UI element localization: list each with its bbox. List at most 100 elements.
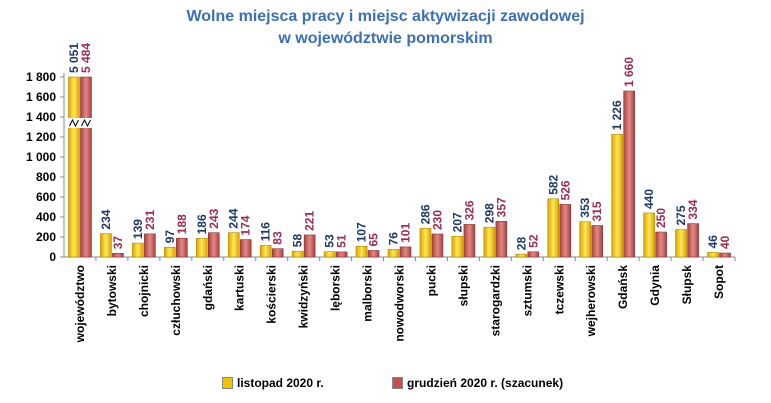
bar-listopad	[195, 238, 208, 258]
category-label: kartuski	[233, 265, 247, 311]
bar-listopad	[387, 249, 400, 258]
category-label: malborski	[361, 265, 375, 322]
category-label: starogardzki	[488, 265, 502, 336]
legend-label-listopad: listopad 2020 r.	[237, 376, 324, 390]
data-label-grudzien: 51	[335, 234, 349, 248]
data-label-listopad: 298	[482, 203, 496, 223]
data-label-listopad: 1 226	[610, 100, 624, 130]
data-label-listopad: 275	[674, 205, 688, 225]
category-label: kwidzyński	[297, 265, 311, 328]
category-label: lęborski	[329, 265, 343, 311]
data-label-grudzien: 5 484	[79, 43, 93, 73]
bar-grudzien	[463, 224, 476, 258]
bar-grudzien	[719, 252, 731, 258]
bar-grudzien	[176, 237, 188, 258]
bar-grudzien	[623, 90, 635, 258]
data-label-listopad: 234	[99, 209, 113, 229]
y-tick-label: 1 000	[26, 150, 56, 164]
category-label: człuchowski	[169, 265, 183, 336]
category-label: gdański	[201, 265, 215, 310]
data-label-listopad: 107	[355, 222, 369, 242]
data-label-listopad: 97	[163, 230, 177, 244]
legend-swatch-listopad	[222, 377, 233, 389]
legend-label-grudzien: grudzień 2020 r. (szacunek)	[407, 376, 564, 390]
legend-swatch-grudzien	[392, 377, 403, 389]
data-label-listopad: 207	[450, 212, 464, 232]
bar-listopad	[132, 242, 144, 258]
category-label: Słupsk	[680, 265, 694, 305]
axis-break-mark	[81, 118, 91, 128]
y-tick-label: 800	[36, 170, 56, 184]
data-label-listopad: 139	[131, 219, 145, 239]
bar-grudzien	[431, 233, 444, 258]
data-label-grudzien: 526	[558, 180, 572, 200]
data-label-grudzien: 230	[430, 210, 444, 230]
bar-grudzien	[144, 233, 156, 258]
data-label-listopad: 5 051	[67, 43, 81, 73]
chart-title: Wolne miejsca pracy i miejsc aktywizacji…	[0, 6, 771, 50]
category-label: Gdynia	[648, 265, 662, 306]
data-label-grudzien: 174	[239, 215, 253, 235]
data-label-listopad: 244	[227, 208, 241, 228]
bar-listopad	[707, 252, 719, 258]
y-tick-label: 400	[36, 210, 56, 224]
data-label-listopad: 440	[642, 189, 656, 209]
y-tick-label: 1 200	[26, 130, 56, 144]
bar-grudzien	[527, 251, 540, 258]
bar-listopad	[259, 245, 272, 258]
category-label: wejherowski	[584, 265, 598, 337]
bar-listopad	[675, 229, 687, 258]
y-tick-label: 0	[49, 250, 56, 264]
bar-grudzien	[687, 223, 699, 258]
bar-listopad	[643, 212, 655, 258]
chart-title-line1: Wolne miejsca pracy i miejsc aktywizacji…	[186, 8, 585, 25]
data-label-grudzien: 83	[271, 231, 285, 245]
bar-grudzien	[303, 234, 316, 258]
data-label-grudzien: 37	[111, 236, 125, 250]
category-label: pucki	[424, 265, 438, 296]
bar-grudzien	[655, 231, 667, 258]
bar-grudzien	[591, 225, 604, 258]
bar-listopad	[323, 251, 336, 258]
axis-break-mark	[69, 118, 79, 128]
data-label-listopad: 58	[291, 234, 305, 248]
bar-grudzien	[239, 239, 252, 258]
data-label-listopad: 186	[195, 214, 209, 234]
data-label-grudzien: 40	[718, 235, 732, 249]
data-label-grudzien: 221	[303, 211, 317, 231]
data-label-grudzien: 65	[367, 233, 381, 247]
data-label-grudzien: 315	[590, 201, 604, 221]
bar-listopad	[355, 246, 368, 258]
bar-listopad	[164, 247, 176, 258]
data-label-grudzien: 326	[462, 200, 476, 220]
data-label-grudzien: 243	[207, 208, 221, 228]
y-tick-label: 600	[36, 190, 56, 204]
bar-listopad	[68, 76, 80, 258]
bar-listopad	[483, 226, 496, 258]
data-label-listopad: 582	[546, 174, 560, 194]
bar-listopad	[515, 253, 528, 258]
bar-grudzien	[399, 246, 412, 258]
data-label-listopad: 76	[387, 232, 401, 246]
data-label-listopad: 116	[259, 222, 273, 242]
bar-grudzien	[559, 204, 572, 258]
category-label: bytowski	[105, 265, 119, 316]
data-label-grudzien: 1 660	[622, 57, 636, 87]
legend-item-listopad: listopad 2020 r.	[222, 376, 324, 390]
data-label-grudzien: 101	[399, 223, 413, 243]
bar-listopad	[611, 134, 623, 258]
data-label-listopad: 53	[323, 234, 337, 248]
bar-listopad	[451, 236, 464, 258]
category-label: nowodworski	[393, 265, 407, 342]
category-label: kościerski	[265, 265, 279, 324]
data-label-grudzien: 357	[494, 197, 508, 217]
bar-listopad	[227, 232, 240, 258]
category-label: Sopot	[712, 265, 726, 299]
bar-listopad	[579, 221, 592, 258]
bar-grudzien	[495, 221, 508, 258]
bar-grudzien	[335, 251, 348, 258]
bar-listopad	[419, 228, 432, 258]
chart-title-line2: w województwie pomorskim	[278, 30, 493, 47]
y-tick-label: 1 800	[26, 70, 56, 84]
